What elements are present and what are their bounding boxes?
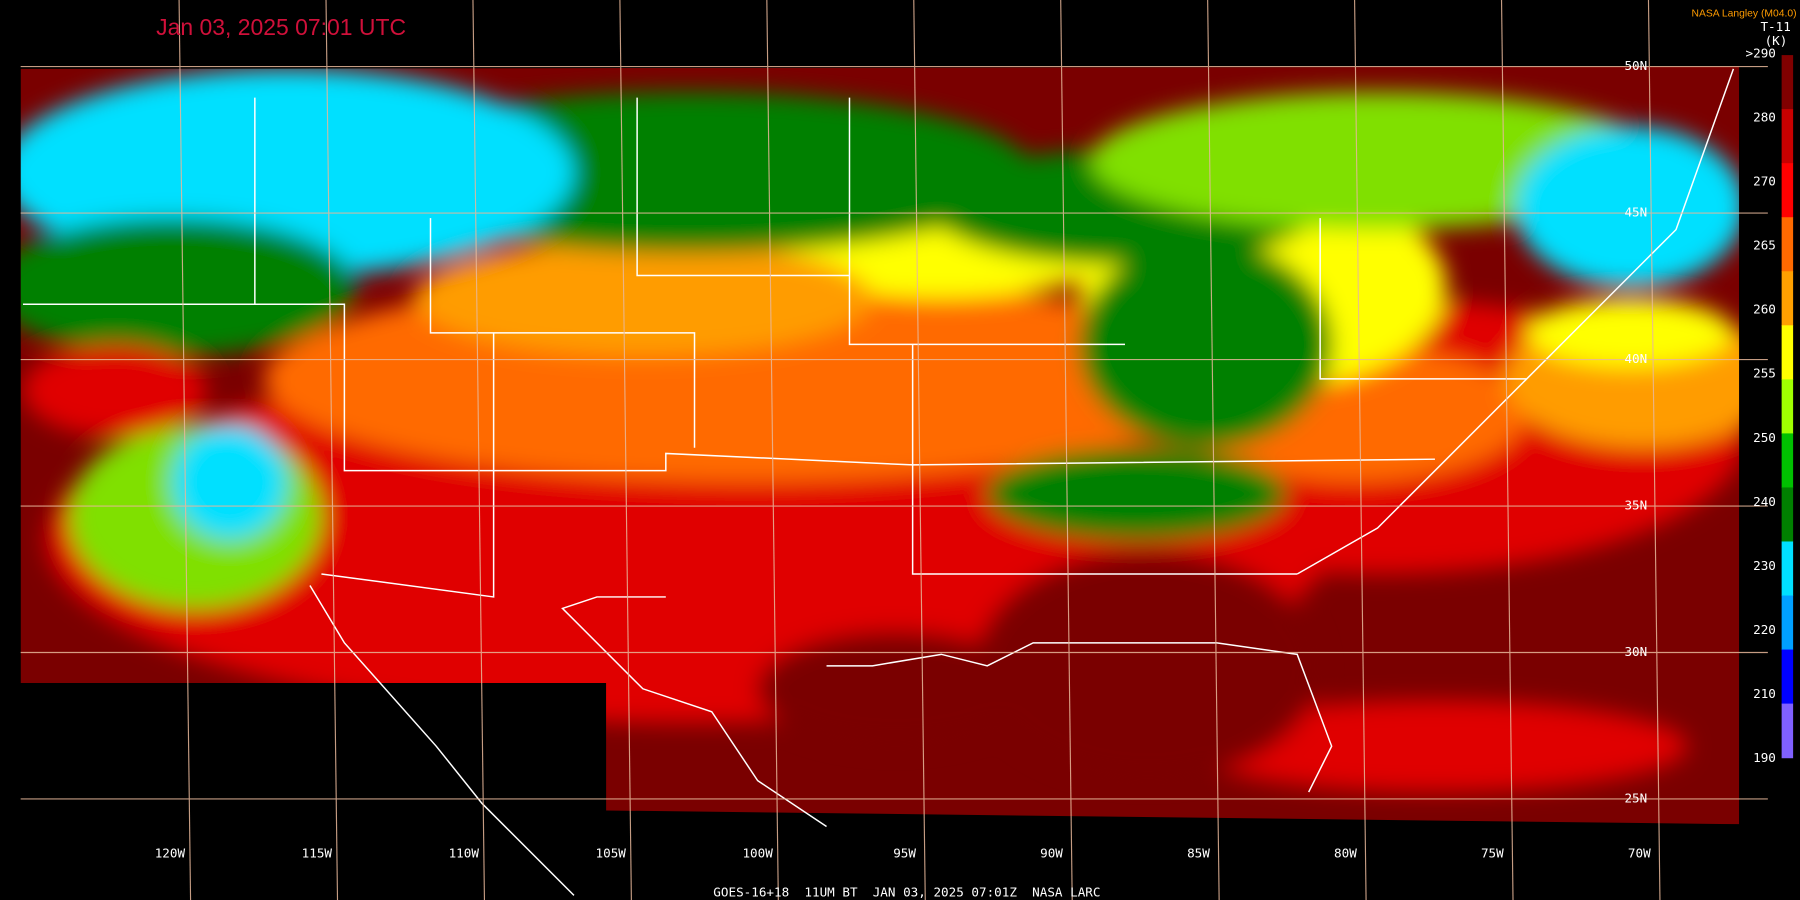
colorbar-label: 270 (1753, 174, 1776, 189)
meridian (472, 0, 486, 900)
source-label: NASA Langley (M04.0) (1691, 9, 1796, 20)
longitude-label: 70W (1628, 846, 1651, 861)
title: Jan 03, 2025 07:01 UTC (156, 14, 406, 40)
longitude-label: 95W (893, 846, 916, 861)
meridian (325, 0, 339, 900)
longitude-label: 85W (1187, 846, 1210, 861)
longitude-label: 80W (1334, 846, 1357, 861)
longitude-label: 110W (449, 846, 480, 861)
latitude-label: 35N (1624, 498, 1647, 513)
colorbar-segment (1781, 325, 1794, 380)
longitude-label: 75W (1481, 846, 1504, 861)
colorbar-segment (1781, 217, 1794, 272)
colorbar-segment (1781, 487, 1794, 543)
longitude-label: 90W (1040, 846, 1063, 861)
longitude-label: 100W (742, 846, 773, 861)
colorbar-label: 265 (1753, 238, 1776, 253)
meridian (619, 0, 632, 900)
unit-label: (K) (1765, 33, 1788, 48)
latitude-label: 45N (1624, 205, 1647, 220)
graticule (20, 0, 1768, 900)
meridian (1060, 0, 1073, 900)
longitude-label: 105W (596, 846, 627, 861)
meridian (1647, 0, 1661, 900)
latitude-label: 30N (1624, 644, 1647, 659)
colorbar-segment (1781, 433, 1794, 489)
colorbar-label: 220 (1753, 622, 1776, 637)
colorbar-segment (1781, 163, 1794, 218)
colorbar-segment (1781, 541, 1794, 597)
colorbar-label: 210 (1753, 686, 1776, 701)
colorbar-segment (1781, 649, 1794, 705)
colorbar (1781, 55, 1794, 759)
colorbar-label: 255 (1753, 366, 1776, 381)
colorbar-segment (1781, 55, 1794, 110)
colorbar-label: 260 (1753, 302, 1776, 317)
meridian (766, 0, 779, 900)
meridian (1207, 0, 1220, 900)
meridian (1500, 0, 1514, 900)
colorbar-label: >290 (1746, 45, 1776, 60)
colorbar-label: 250 (1753, 430, 1776, 445)
colorbar-segment (1781, 703, 1794, 759)
colorbar-segment (1781, 271, 1794, 326)
meridian (178, 0, 192, 900)
state-borders (22, 68, 1735, 896)
meridian (913, 0, 926, 900)
meridian (1354, 0, 1367, 900)
colorbar-segment (1781, 595, 1794, 651)
colorbar-label: 240 (1753, 494, 1776, 509)
latitude-label: 50N (1624, 58, 1647, 73)
latitude-label: 40N (1624, 351, 1647, 366)
colorbar-label: 280 (1753, 110, 1776, 125)
channel-label: T-11 (1760, 19, 1790, 34)
colorbar-segment (1781, 379, 1794, 434)
colorbar-label: 190 (1753, 750, 1776, 765)
latitude-label: 25N (1624, 790, 1647, 805)
colorbar-label: 230 (1753, 558, 1776, 573)
colorbar-segment (1781, 109, 1794, 164)
longitude-label: 120W (155, 846, 186, 861)
longitude-label: 115W (302, 846, 333, 861)
footer: GOES-16+18 11UM BT JAN 03, 2025 07:01Z N… (713, 885, 1100, 900)
